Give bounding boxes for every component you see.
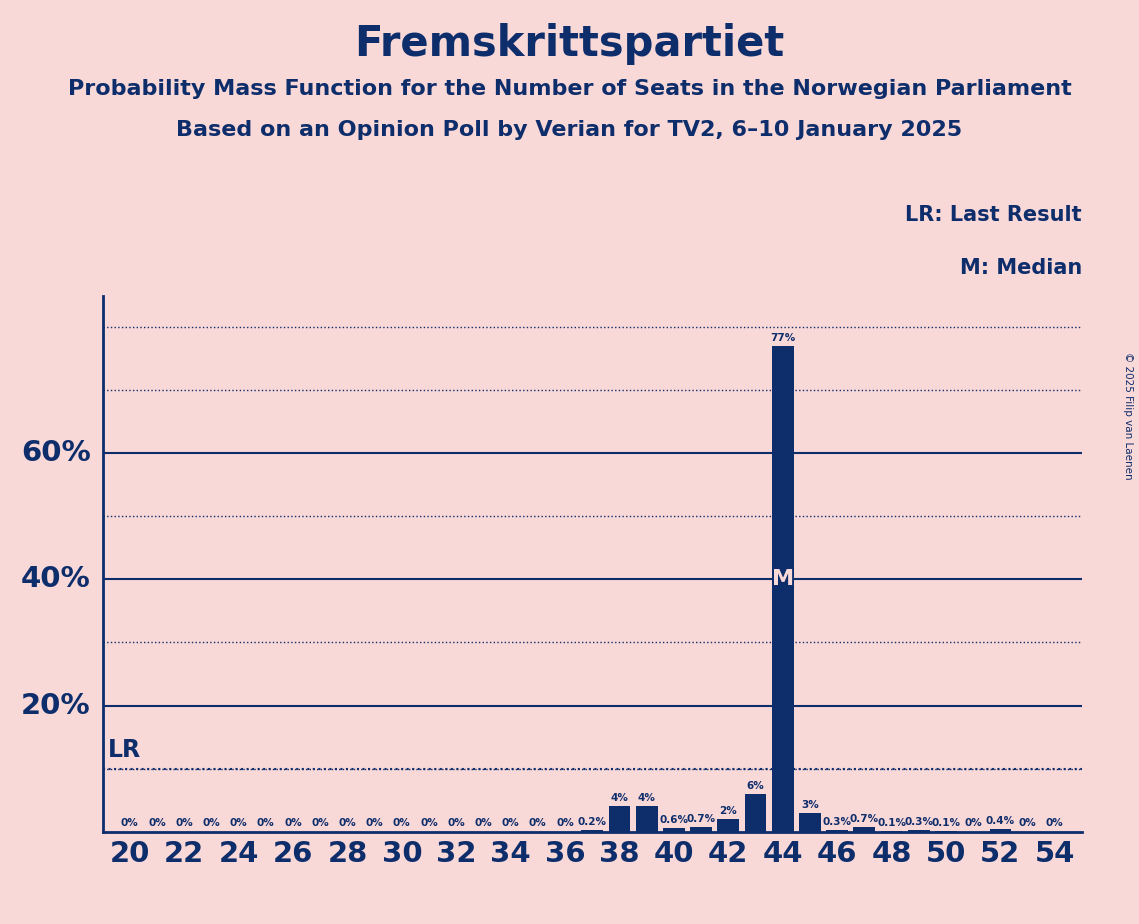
Text: 6%: 6% <box>747 781 764 791</box>
Text: Based on an Opinion Poll by Verian for TV2, 6–10 January 2025: Based on an Opinion Poll by Verian for T… <box>177 120 962 140</box>
Text: 0%: 0% <box>230 819 247 829</box>
Text: 0.7%: 0.7% <box>850 814 879 824</box>
Text: 0%: 0% <box>257 819 274 829</box>
Bar <box>608 807 630 832</box>
Bar <box>718 819 739 832</box>
Text: 0.7%: 0.7% <box>687 814 715 824</box>
Bar <box>908 830 929 832</box>
Text: 60%: 60% <box>21 439 91 468</box>
Text: M: M <box>772 569 794 590</box>
Text: 0%: 0% <box>556 819 574 829</box>
Text: LR: LR <box>107 738 140 762</box>
Text: 0%: 0% <box>203 819 220 829</box>
Text: 0%: 0% <box>393 819 411 829</box>
Text: 0%: 0% <box>175 819 192 829</box>
Text: 0.3%: 0.3% <box>822 817 852 827</box>
Bar <box>826 830 849 832</box>
Text: LR: Last Result: LR: Last Result <box>906 204 1082 225</box>
Text: 2%: 2% <box>720 806 737 816</box>
Bar <box>636 807 657 832</box>
Text: 0.3%: 0.3% <box>904 817 933 827</box>
Bar <box>690 827 712 832</box>
Text: 0.1%: 0.1% <box>877 818 907 828</box>
Text: 0.6%: 0.6% <box>659 815 688 824</box>
Text: Fremskrittspartiet: Fremskrittspartiet <box>354 23 785 65</box>
Text: M: Median: M: Median <box>960 258 1082 278</box>
Text: 77%: 77% <box>770 333 795 343</box>
Text: 0.4%: 0.4% <box>986 816 1015 826</box>
Bar <box>581 831 604 832</box>
Text: 20%: 20% <box>22 691 91 720</box>
Text: 0%: 0% <box>420 819 437 829</box>
Text: 0.1%: 0.1% <box>932 818 960 828</box>
Bar <box>772 346 794 832</box>
Text: 0%: 0% <box>965 819 982 829</box>
Text: 0%: 0% <box>366 819 384 829</box>
Bar <box>800 813 821 832</box>
Text: 0%: 0% <box>148 819 166 829</box>
Text: 40%: 40% <box>21 565 91 593</box>
Text: 0%: 0% <box>1046 819 1064 829</box>
Text: 0%: 0% <box>528 819 547 829</box>
Text: 4%: 4% <box>611 793 629 803</box>
Text: 0%: 0% <box>121 819 139 829</box>
Text: 4%: 4% <box>638 793 656 803</box>
Bar <box>853 827 875 832</box>
Bar <box>990 829 1011 832</box>
Text: Probability Mass Function for the Number of Seats in the Norwegian Parliament: Probability Mass Function for the Number… <box>67 79 1072 99</box>
Bar <box>745 794 767 832</box>
Text: 0%: 0% <box>284 819 302 829</box>
Text: 0%: 0% <box>338 819 357 829</box>
Text: 0.2%: 0.2% <box>577 817 607 827</box>
Text: 0%: 0% <box>1018 819 1036 829</box>
Text: 0%: 0% <box>448 819 465 829</box>
Text: © 2025 Filip van Laenen: © 2025 Filip van Laenen <box>1123 352 1133 480</box>
Text: 0%: 0% <box>311 819 329 829</box>
Bar <box>663 828 685 832</box>
Text: 0%: 0% <box>502 819 519 829</box>
Text: 3%: 3% <box>801 799 819 809</box>
Text: 0%: 0% <box>475 819 492 829</box>
